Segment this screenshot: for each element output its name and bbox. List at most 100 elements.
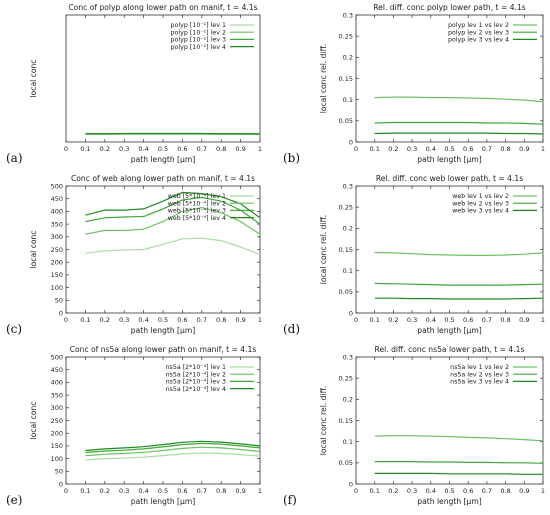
y-tick-label: 0 [349,138,353,146]
panel-label: (b) [283,151,300,165]
x-tick-label: 0.8 [500,145,510,153]
x-tick-label: 0 [354,316,358,324]
y-tick-label: 0.25 [339,374,353,382]
y-axis-label: local conc rel. diff. [319,44,328,113]
x-tick-label: 0.8 [216,316,226,324]
x-tick-label: 0.9 [235,316,245,324]
x-tick-label: 0.9 [235,487,245,495]
legend-label: web lev 2 vs lev 3 [452,200,509,207]
x-tick-label: 0.1 [80,487,90,495]
panel-label: (a) [6,151,23,165]
x-tick-label: 0.4 [138,316,148,324]
legend-label: ns5a [2*10⁻⁴] lev 3 [166,379,226,386]
x-tick-label: 0.1 [80,316,90,324]
chart-panel: Rel. diff. conc polyp lower path, t = 4.… [283,3,545,165]
y-tick-label: 500 [51,182,63,190]
series-line [85,238,260,255]
x-tick-label: 0.8 [500,316,510,324]
y-tick-label: 0.15 [339,75,353,83]
y-tick-label: 0.05 [339,117,353,125]
x-tick-label: 1 [258,487,262,495]
x-tick-label: 0.4 [426,316,436,324]
y-tick-label: 50 [55,297,63,305]
legend-label: web lev 3 vs lev 4 [452,208,509,215]
y-tick-label: 400 [51,379,63,387]
y-tick-label: 500 [51,353,63,361]
legend-label: polyp lev 3 vs lev 4 [448,37,509,44]
y-tick-label: 0.2 [343,225,353,233]
x-tick-label: 0.3 [119,145,129,153]
x-tick-label: 0.7 [482,145,492,153]
x-tick-label: 0.1 [370,316,380,324]
y-tick-label: 0.25 [339,203,353,211]
y-axis-label: local conc rel. diff. [319,386,328,455]
y-tick-label: 250 [51,417,63,425]
y-tick-label: 450 [51,366,63,374]
plot-frame [66,357,260,484]
chart-title: Rel. diff. conc ns5a lower path, t = 4.1… [375,345,525,354]
legend-label: polyp [10⁻¹] lev 2 [171,29,226,36]
x-tick-label: 0.3 [407,316,417,324]
x-tick-label: 1 [258,316,262,324]
chart-panel: Rel. diff. conc web lower path, t = 4.1s… [283,174,545,336]
x-tick-label: 0.2 [388,316,398,324]
x-tick-label: 0.7 [197,316,207,324]
panel-label: (c) [6,322,22,336]
y-axis-label: local conc [29,402,38,440]
legend-label: polyp [10⁻¹] lev 1 [171,22,226,29]
series-line [375,133,543,134]
x-tick-label: 0.6 [177,145,187,153]
y-tick-label: 0 [349,309,353,317]
legend-label: ns5a lev 3 vs lev 4 [450,379,509,386]
series-line [375,253,543,256]
chart-title: Rel. diff. conc web lower path, t = 4.1s [376,174,523,183]
x-tick-label: 0.6 [463,145,473,153]
chart-title: Rel. diff. conc polyp lower path, t = 4.… [373,3,526,12]
legend-label: polyp lev 1 vs lev 2 [448,22,509,29]
x-tick-label: 0.6 [463,316,473,324]
x-tick-label: 0.6 [177,487,187,495]
y-tick-label: 0.1 [343,438,353,446]
series-line [375,97,543,102]
x-tick-label: 0.7 [197,145,207,153]
x-axis-label: path length [μm] [417,497,481,506]
panel-label: (f) [283,493,297,507]
y-tick-label: 0.05 [339,288,353,296]
x-tick-label: 0.8 [216,487,226,495]
x-tick-label: 0.6 [463,487,473,495]
x-tick-label: 1 [541,316,545,324]
y-tick-label: 0.05 [339,459,353,467]
legend-label: ns5a [2*10⁻⁴] lev 4 [166,386,226,393]
x-tick-label: 0.2 [100,487,110,495]
legend-label: ns5a lev 1 vs lev 2 [450,364,509,371]
x-axis-label: path length [μm] [131,326,195,335]
plot-frame [356,186,543,313]
x-tick-label: 0.3 [119,316,129,324]
legend-label: ns5a [2*10⁻⁴] lev 1 [166,364,226,371]
y-tick-label: 450 [51,195,63,203]
chart-title: Conc of polyp along lower path on manif,… [68,3,257,12]
y-axis-label: local conc [29,60,38,98]
panel-label: (d) [283,322,300,336]
x-tick-label: 0.3 [119,487,129,495]
chart-panel: Conc of ns5a along lower path on manif, … [6,345,262,507]
x-tick-label: 0.7 [482,316,492,324]
x-tick-label: 0.3 [407,145,417,153]
y-tick-label: 0.3 [343,182,353,190]
x-tick-label: 1 [541,145,545,153]
plot-frame [66,15,260,142]
x-tick-label: 0.2 [100,316,110,324]
legend-label: web lev 1 vs lev 2 [452,193,509,200]
x-axis-label: path length [μm] [417,326,481,335]
x-tick-label: 0.1 [80,145,90,153]
legend-label: web [5*10⁻⁴] lev 3 [168,208,226,215]
y-tick-label: 0.3 [343,353,353,361]
y-tick-label: 0.2 [343,54,353,62]
y-tick-label: 300 [51,233,63,241]
y-tick-label: 200 [51,430,63,438]
legend-label: web [5*10⁻⁴] lev 2 [168,200,226,207]
legend-label: ns5a lev 2 vs lev 3 [450,371,509,378]
x-tick-label: 0 [64,316,68,324]
